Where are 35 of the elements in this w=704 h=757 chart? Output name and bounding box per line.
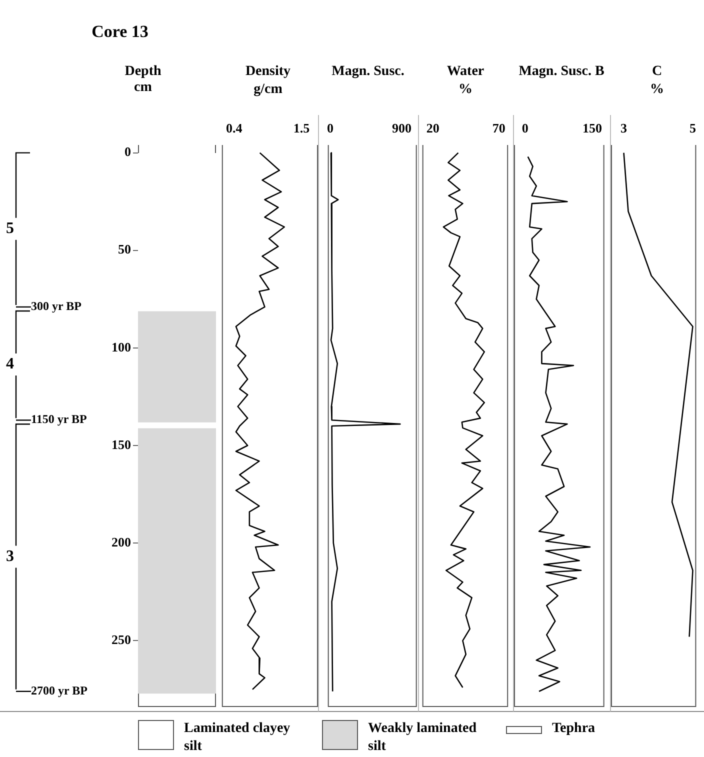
text: 5: [6, 220, 14, 238]
chart-subtitle: %: [649, 82, 665, 98]
x-tick-label: 900: [392, 120, 412, 136]
y-tick-label: 0: [124, 144, 131, 160]
chart-subtitle: %: [458, 82, 474, 98]
x-tick-label: 20: [426, 120, 440, 136]
y-axis-title: Depth cm: [124, 64, 162, 96]
x-tick-label: 0.4: [226, 120, 243, 136]
text: 4: [6, 356, 14, 373]
y-tick-label: 200: [112, 534, 131, 550]
x-tick-label: 0: [326, 120, 334, 136]
ref-line-label: 1150 yr BP: [31, 412, 87, 426]
chart-title: Water: [446, 64, 486, 80]
chart-title: Density: [244, 64, 292, 80]
legend-label: Laminated clayey silt: [184, 720, 292, 756]
text: Weakly laminated silt: [368, 720, 478, 756]
y-tick-label: 50: [118, 242, 131, 257]
chart-title: Magn. Susc.: [330, 64, 406, 80]
ref-line-label: 300 yr BP: [31, 299, 82, 314]
y-tick-label: 100: [112, 339, 131, 354]
ref-line-label: 2700 yr BP: [31, 683, 88, 698]
chart-subtitle: g/cm: [252, 82, 284, 98]
y-tick-label: 150: [112, 436, 131, 452]
text: 3: [6, 548, 14, 565]
legend-label: Tephra: [552, 720, 596, 738]
chart-title: Magn. Susc. B: [518, 64, 606, 80]
x-tick-label: 5: [690, 120, 696, 136]
chart-title: C: [650, 64, 664, 80]
x-tick-label: 1.5: [293, 120, 310, 136]
x-tick-label: 150: [582, 120, 602, 136]
y-tick-label: 250: [112, 632, 131, 648]
x-tick-label: 70: [492, 120, 506, 136]
chart-title: Core 13: [90, 22, 150, 42]
x-tick-label: 3: [620, 120, 628, 136]
x-tick-label: 0: [522, 120, 528, 136]
